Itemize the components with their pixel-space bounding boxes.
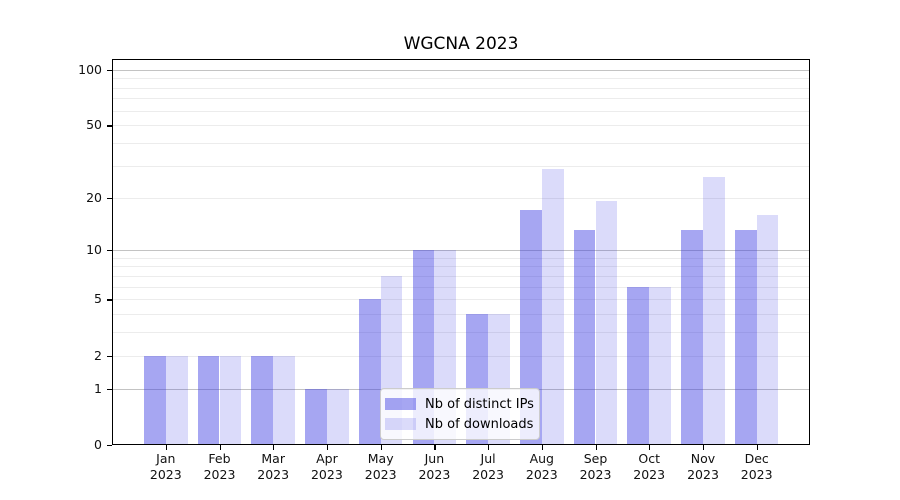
legend-swatch-distinct-ips-icon bbox=[385, 398, 416, 410]
y-tick-2 bbox=[107, 355, 112, 357]
x-tick-label-sep: Sep 2023 bbox=[579, 451, 612, 482]
gridline-y-80 bbox=[112, 87, 810, 89]
gridline-y-4 bbox=[112, 314, 810, 316]
x-tick-label-oct: Oct 2023 bbox=[633, 451, 666, 482]
bar-distinct-ips-aug bbox=[520, 210, 542, 445]
bar-downloads-apr bbox=[326, 388, 349, 445]
y-tick-0 bbox=[107, 445, 112, 447]
x-tick-dec bbox=[756, 445, 758, 450]
gridline-y-50 bbox=[112, 125, 810, 127]
bar-downloads-nov bbox=[703, 177, 725, 445]
gridline-y-60 bbox=[112, 110, 810, 112]
x-tick-jan bbox=[165, 445, 168, 450]
x-tick-apr bbox=[326, 445, 329, 450]
bar-downloads-oct bbox=[649, 286, 671, 445]
y-tick-label-0: 0 bbox=[94, 437, 102, 452]
y-tick-label-2: 2 bbox=[94, 347, 102, 363]
x-tick-jun bbox=[434, 445, 436, 450]
gridline-y-8 bbox=[112, 266, 810, 268]
x-tick-label-mar: Mar 2023 bbox=[257, 451, 290, 482]
x-tick-label-aug: Aug 2023 bbox=[525, 451, 558, 482]
x-tick-label-jul: Jul 2023 bbox=[472, 451, 504, 482]
gridline-y-7 bbox=[112, 275, 810, 277]
chart-title: WGCNA 2023 bbox=[403, 34, 519, 54]
bar-downloads-dec bbox=[756, 214, 779, 445]
x-tick-oct bbox=[649, 445, 651, 450]
gridline-y-100 bbox=[112, 69, 810, 71]
x-tick-label-jan: Jan 2023 bbox=[149, 451, 182, 482]
bar-distinct-ips-nov bbox=[681, 230, 703, 445]
bar-distinct-ips-dec bbox=[734, 230, 757, 445]
gridline-y-9 bbox=[112, 257, 810, 259]
x-tick-label-jun: Jun 2023 bbox=[418, 451, 451, 482]
y-tick-label-10: 10 bbox=[86, 242, 102, 258]
bar-distinct-ips-feb bbox=[197, 355, 220, 445]
y-tick-label-5: 5 bbox=[94, 291, 102, 307]
gridline-y-5 bbox=[112, 299, 810, 301]
y-tick-100 bbox=[107, 69, 112, 72]
legend-swatch-downloads-icon bbox=[385, 418, 416, 430]
bar-distinct-ips-oct bbox=[627, 286, 650, 445]
bar-downloads-feb bbox=[219, 355, 242, 445]
y-tick-label-20: 20 bbox=[86, 189, 102, 205]
x-tick-feb bbox=[219, 445, 221, 450]
x-tick-label-apr: Apr 2023 bbox=[310, 451, 343, 482]
bar-downloads-mar bbox=[273, 355, 295, 445]
bar-distinct-ips-jan bbox=[144, 355, 166, 445]
bar-distinct-ips-mar bbox=[251, 355, 274, 445]
x-tick-aug bbox=[541, 445, 544, 450]
x-tick-nov bbox=[703, 445, 705, 450]
y-tick-10 bbox=[107, 250, 112, 252]
gridline-y-70 bbox=[112, 98, 810, 100]
x-tick-may bbox=[380, 445, 382, 450]
y-tick-label-50: 50 bbox=[86, 117, 102, 133]
y-tick-50 bbox=[107, 125, 112, 127]
gridline-y-40 bbox=[112, 143, 810, 145]
gridline-y-2 bbox=[112, 355, 810, 357]
gridline-y-10 bbox=[112, 250, 810, 252]
legend-label-downloads: Nb of downloads bbox=[425, 416, 534, 432]
legend-label-distinct-ips: Nb of distinct IPs bbox=[425, 396, 534, 412]
gridline-y-20 bbox=[112, 197, 810, 199]
bar-downloads-sep bbox=[595, 201, 618, 445]
x-tick-label-feb: Feb 2023 bbox=[203, 451, 236, 482]
bar-distinct-ips-sep bbox=[573, 230, 596, 445]
y-tick-1 bbox=[107, 388, 112, 390]
gridline-y-90 bbox=[112, 78, 810, 80]
bar-downloads-aug bbox=[541, 168, 564, 445]
y-tick-5 bbox=[107, 299, 112, 301]
legend-item-distinct-ips: Nb of distinct IPs bbox=[385, 396, 534, 412]
y-tick-20 bbox=[107, 197, 112, 199]
bar-distinct-ips-apr bbox=[305, 388, 327, 445]
x-tick-mar bbox=[273, 445, 275, 450]
x-tick-jul bbox=[488, 445, 490, 450]
bar-downloads-jan bbox=[165, 355, 188, 445]
gridline-y-6 bbox=[112, 286, 810, 288]
legend: Nb of distinct IPs Nb of downloads bbox=[380, 388, 540, 440]
x-tick-label-dec: Dec 2023 bbox=[740, 451, 773, 482]
x-tick-sep bbox=[595, 445, 597, 450]
x-tick-label-may: May 2023 bbox=[364, 451, 397, 482]
gridline-y-30 bbox=[112, 165, 810, 167]
y-tick-label-1: 1 bbox=[94, 380, 102, 396]
bar-distinct-ips-may bbox=[358, 299, 381, 445]
y-tick-label-100: 100 bbox=[78, 61, 102, 77]
legend-item-downloads: Nb of downloads bbox=[385, 416, 534, 432]
gridline-y-3 bbox=[112, 332, 810, 334]
x-tick-label-nov: Nov 2023 bbox=[687, 451, 719, 482]
